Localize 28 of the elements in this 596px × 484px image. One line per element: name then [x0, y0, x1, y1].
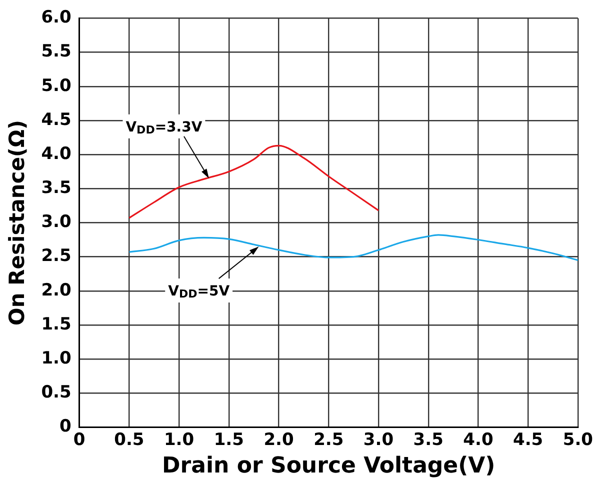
y-tick-label: 5.0 — [41, 76, 72, 96]
y-tick-label: 3.0 — [41, 212, 72, 232]
y-axis-title: On Resistance(Ω) — [5, 120, 30, 326]
y-tick-label: 5.5 — [41, 42, 72, 62]
y-tick-label: 2.0 — [41, 280, 72, 300]
x-tick-label: 5.0 — [562, 430, 594, 450]
x-tick-label: 3.5 — [413, 430, 444, 450]
line-series — [128, 234, 578, 261]
y-tick-label: 4.0 — [41, 144, 72, 164]
x-tick-label: 0 — [73, 430, 86, 450]
line-series — [128, 144, 380, 219]
x-tick-label: 3.0 — [363, 430, 394, 450]
y-tick-label: 2.5 — [41, 246, 72, 266]
y-tick-label: 0.5 — [41, 382, 72, 403]
x-tick-label: 1.5 — [214, 430, 244, 450]
y-tick-label: 1.0 — [41, 348, 72, 368]
x-tick-label: 1.0 — [164, 430, 194, 450]
y-tick-label: 3.5 — [41, 178, 72, 198]
x-tick-label: 4.0 — [463, 430, 494, 450]
x-tick-label: 4.5 — [513, 430, 544, 450]
y-tick-label: 4.5 — [41, 110, 72, 130]
y-tick-label: 1.5 — [41, 314, 72, 334]
x-tick-label: 2.0 — [264, 430, 294, 450]
y-tick-label: 0 — [59, 416, 72, 437]
y-tick-label: 6.0 — [41, 8, 72, 28]
x-tick-label: 2.5 — [314, 430, 344, 450]
x-tick-label: 0.5 — [114, 430, 144, 450]
x-axis-title: Drain or Source Voltage(V) — [162, 454, 496, 479]
